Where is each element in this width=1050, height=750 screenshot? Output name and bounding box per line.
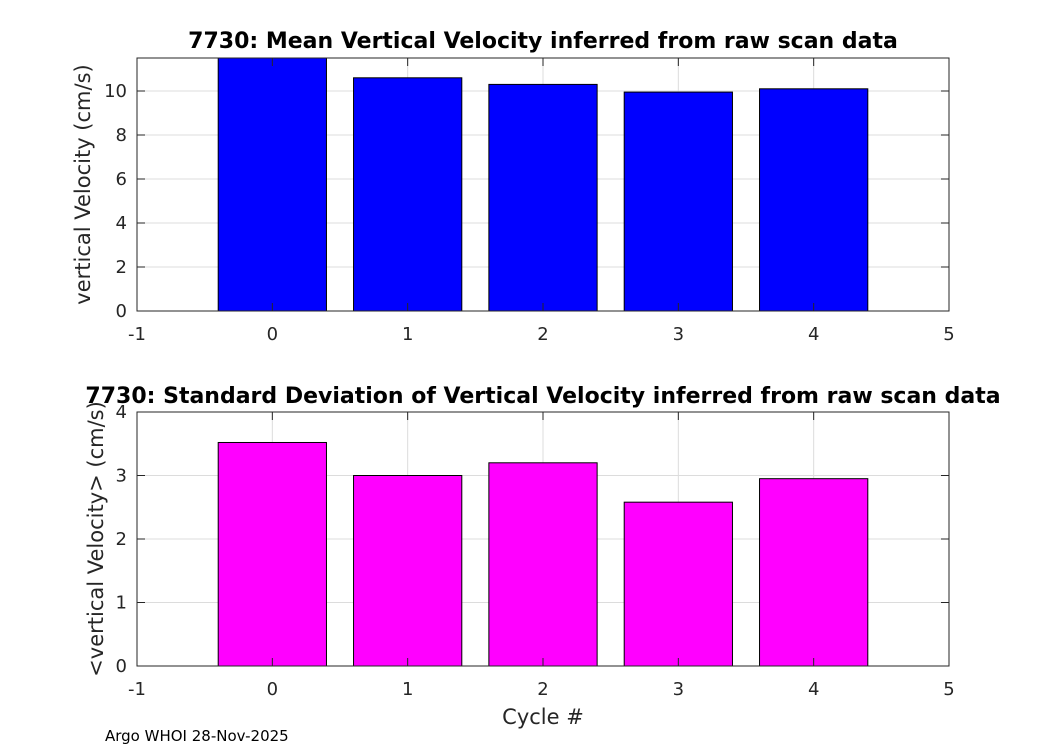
chart-0-y-axis-label: vertical Velocity (cm/s): [71, 64, 95, 304]
chart-0-y-tick-label: 4: [116, 213, 127, 234]
chart-0-bar-cycle-3: [623, 91, 733, 311]
chart-1-y-tick-label: 2: [116, 529, 127, 550]
chart-0-x-tick-label: 5: [943, 324, 954, 345]
chart-0-bars: [217, 58, 869, 311]
chart-0-bar-cycle-2: [488, 83, 598, 311]
chart-1-y-tick-label: 0: [116, 656, 127, 677]
footer-credit: Argo WHOI 28-Nov-2025: [105, 727, 289, 745]
chart-1-x-tick-label: 4: [808, 679, 819, 700]
chart-0-bar-cycle-0: [217, 58, 327, 311]
chart-0-x-tick-label: 1: [402, 324, 413, 345]
chart-1-x-axis-label: Cycle #: [502, 705, 584, 729]
chart-1-x-tick-label: 1: [402, 679, 413, 700]
chart-1-y-axis-label: <vertical Velocity> (cm/s): [84, 401, 108, 677]
chart-0-y-tick-label: 8: [116, 125, 127, 146]
chart-1-y-tick-label: 3: [116, 466, 127, 487]
chart-0-x-tick-label: 3: [673, 324, 684, 345]
chart-1-x-tick-label: 2: [537, 679, 548, 700]
chart-1-y-tick-label: 1: [116, 593, 127, 614]
chart-0-x-tick-label: 0: [267, 324, 278, 345]
chart-1-x-tick-label: 3: [673, 679, 684, 700]
chart-1-bar-cycle-0: [217, 441, 327, 666]
chart-0-bar-cycle-1: [353, 77, 463, 311]
chart-0-y-tick-label: 0: [116, 301, 127, 322]
chart-1-bar-cycle-3: [623, 501, 733, 666]
chart-1-y-tick-label: 4: [116, 402, 127, 423]
chart-0-y-tick-label: 6: [116, 169, 127, 190]
chart-0-y-tick-label: 2: [116, 257, 127, 278]
chart-1-x-tick-label: 0: [267, 679, 278, 700]
chart-1-x-tick-label: 5: [943, 679, 954, 700]
chart-0-x-tick-label: 2: [537, 324, 548, 345]
chart-1-bar-cycle-4: [759, 478, 869, 666]
chart-0-bar-cycle-4: [759, 88, 869, 311]
chart-1-bars: [217, 441, 869, 666]
chart-0-x-tick-label: -1: [128, 324, 146, 345]
chart-1-bar-cycle-1: [353, 475, 463, 666]
chart-0-x-tick-label: 4: [808, 324, 819, 345]
chart-1-title: 7730: Standard Deviation of Vertical Vel…: [85, 384, 1000, 409]
chart-1-x-tick-label: -1: [128, 679, 146, 700]
chart-1-bar-cycle-2: [488, 462, 598, 666]
chart-0-y-tick-label: 10: [104, 81, 127, 102]
chart-0-title: 7730: Mean Vertical Velocity inferred fr…: [188, 29, 898, 54]
